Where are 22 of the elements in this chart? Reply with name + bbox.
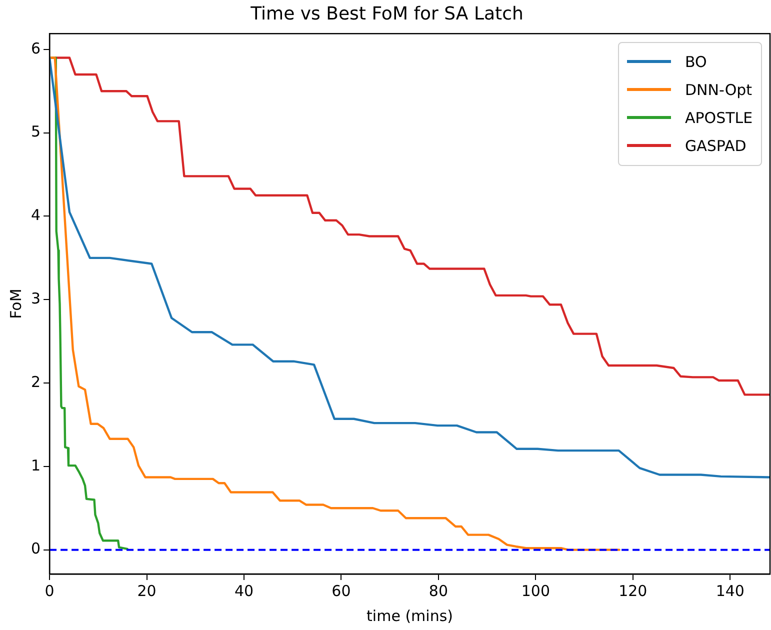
legend-label: DNN-Opt [685,80,752,99]
legend-label: GASPAD [685,136,746,155]
legend-label: BO [685,52,707,71]
y-tick-label: 1 [30,456,41,474]
y-tick-label: 2 [30,372,41,391]
legend-label: APOSTLE [685,108,753,127]
y-tick-label: 0 [30,540,41,558]
x-tick-label: 60 [332,582,351,600]
y-axis-title: FoM [6,288,25,319]
y-tick-label: 4 [30,206,41,224]
y-tick-label: 6 [30,39,41,58]
y-tick-label: 5 [30,122,41,141]
x-tick-label: 20 [137,582,156,600]
y-tick-label: 3 [30,290,41,308]
x-tick-label: 0 [44,582,54,600]
x-tick-label: 40 [234,582,254,600]
x-tick-label: 120 [618,582,648,600]
x-tick-label: 100 [521,582,550,600]
x-axis-title: time (mins) [366,606,454,625]
x-tick-label: 80 [428,582,448,600]
x-tick-label: 140 [716,582,744,600]
chart-title: Time vs Best FoM for SA Latch [250,3,524,24]
